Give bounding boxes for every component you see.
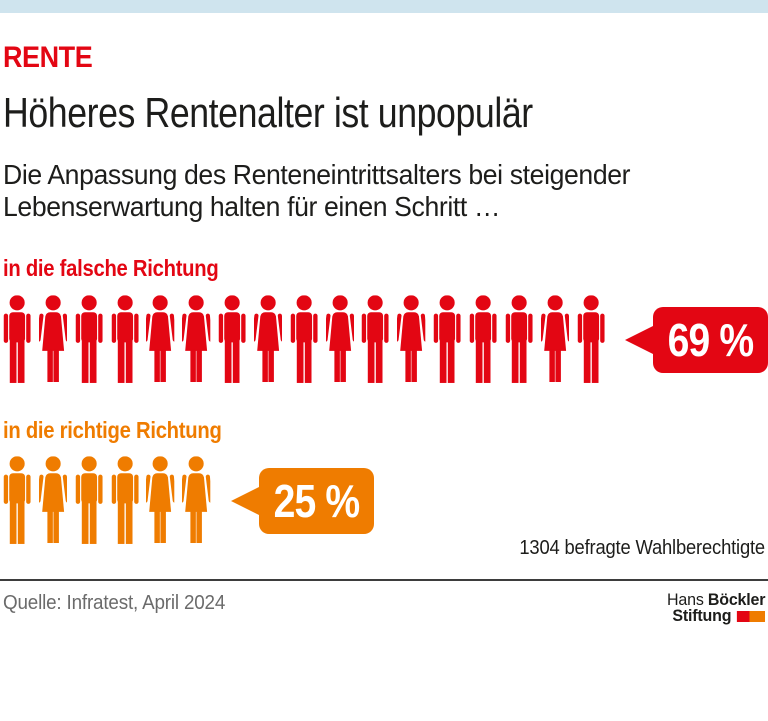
person-icon-female — [254, 295, 282, 386]
person-icon-female — [39, 456, 67, 547]
value-bubble: 25 % — [230, 468, 374, 535]
logo-hans: Hans — [666, 590, 704, 609]
person-icon-female — [541, 295, 569, 386]
kicker: RENTE — [3, 41, 93, 74]
value-label: 69 % — [667, 314, 754, 367]
person-icon-female — [182, 295, 210, 386]
logo-boeckler: Böckler — [707, 590, 766, 609]
person-icon-male — [577, 295, 605, 386]
series-label: in die falsche Richtung — [3, 254, 219, 281]
person-icon-male — [469, 295, 497, 386]
logo-orange-square-icon — [749, 610, 765, 622]
bubble-box: 69 % — [652, 307, 768, 374]
footer-row: Quelle: Infratest, April 2024 Hans Böckl… — [0, 581, 768, 624]
bubble-tail-icon — [230, 487, 259, 516]
logo-stiftung: Stiftung — [672, 606, 732, 625]
person-icon-male — [505, 295, 533, 386]
hans-boeckler-stiftung-logo: Hans Böckler Stiftung — [666, 590, 766, 625]
top-accent-bar — [0, 0, 768, 13]
person-icon-female — [397, 295, 425, 386]
person-icon-male — [3, 456, 31, 547]
person-icon-male — [433, 295, 461, 386]
source-text: Quelle: Infratest, April 2024 — [3, 590, 226, 614]
person-icon-male — [111, 456, 139, 547]
page-title: Höheres Rentenalter ist unpopulär — [3, 89, 533, 136]
person-icon-female — [182, 456, 210, 547]
value-label: 25 % — [273, 475, 360, 528]
person-icon-female — [146, 456, 174, 547]
pictogram-row: 69 % — [3, 295, 768, 386]
sample-note: 1304 befragte Wahlberechtigte — [519, 537, 765, 559]
person-icon-female — [326, 295, 354, 386]
person-icon-male — [75, 295, 103, 386]
footer-divider — [0, 578, 768, 581]
bubble-tail-icon — [624, 326, 653, 355]
person-icon-male — [218, 295, 246, 386]
person-icon-male — [75, 456, 103, 547]
pictogram-figures — [3, 295, 605, 386]
pictogram-figures — [3, 456, 211, 547]
person-icon-male — [3, 295, 31, 386]
logo-line1: Hans Böckler — [666, 590, 766, 609]
logo-line2: Stiftung — [667, 608, 765, 624]
logo-flag-icon — [736, 610, 765, 622]
content: RENTE Höheres Rentenalter ist unpopulär … — [0, 43, 768, 547]
person-icon-female — [39, 295, 67, 386]
pictogram-row: 25 % — [3, 456, 768, 547]
series-falsche-richtung: in die falsche Richtung 69 % — [3, 254, 768, 386]
series-richtige-richtung: in die richtige Richtung 25 % — [3, 416, 768, 547]
subtitle: Die Anpassung des Renteneintrittsalters … — [3, 159, 631, 223]
person-icon-female — [146, 295, 174, 386]
person-icon-male — [111, 295, 139, 386]
person-icon-male — [361, 295, 389, 386]
logo-red-square-icon — [736, 610, 750, 622]
value-bubble: 69 % — [624, 307, 768, 374]
series-label: in die richtige Richtung — [3, 416, 222, 443]
person-icon-male — [290, 295, 318, 386]
bubble-box: 25 % — [258, 468, 374, 535]
footer: Quelle: Infratest, April 2024 Hans Böckl… — [0, 578, 768, 624]
